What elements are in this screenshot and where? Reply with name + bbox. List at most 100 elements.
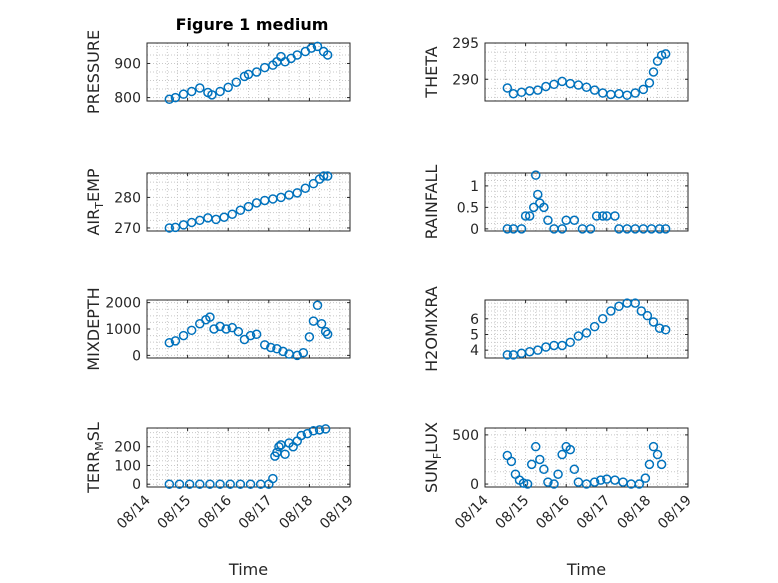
data-point — [502, 224, 513, 234]
figure-title: Figure 1 medium — [176, 15, 329, 34]
y-axis-label: TERRMSL — [84, 422, 106, 494]
data-point — [656, 459, 667, 470]
data-point — [322, 171, 333, 181]
data-point — [539, 464, 549, 475]
data-point — [644, 459, 655, 470]
grid-lines — [484, 173, 689, 231]
data-point — [195, 215, 205, 226]
data-point — [320, 424, 331, 434]
data-point — [597, 211, 608, 221]
data-point — [520, 211, 531, 221]
data-point — [225, 479, 235, 489]
data-point — [595, 475, 606, 485]
data-point — [543, 215, 553, 226]
data-point — [233, 326, 244, 337]
data-point — [585, 224, 596, 234]
data-point — [591, 211, 602, 221]
data-point — [245, 479, 256, 489]
data-point — [549, 79, 559, 90]
subplot-theta: 290 295 THETA — [422, 36, 689, 102]
data-point — [276, 192, 286, 203]
y-axis-label: THETA — [422, 46, 441, 98]
data-point — [533, 85, 543, 95]
data-point — [308, 178, 319, 189]
data-point — [581, 328, 592, 338]
data-point — [316, 318, 327, 329]
data-point — [502, 83, 513, 93]
series-markers — [164, 300, 333, 361]
data-point — [209, 324, 219, 334]
data-point — [557, 449, 567, 460]
data-point — [223, 82, 233, 93]
data-point — [524, 211, 535, 221]
axes-box — [146, 42, 351, 102]
data-point — [610, 211, 620, 221]
data-point — [227, 209, 238, 219]
data-point — [318, 171, 329, 181]
data-point — [178, 330, 189, 341]
data-point — [272, 344, 282, 354]
data-point — [557, 224, 567, 234]
data-point — [178, 220, 189, 230]
data-point — [266, 342, 276, 353]
data-point — [634, 479, 645, 489]
data-point — [170, 336, 181, 346]
axes-box — [484, 299, 689, 359]
data-point — [557, 340, 567, 351]
series-markers — [502, 298, 671, 360]
data-point — [174, 479, 185, 489]
data-point — [215, 479, 225, 489]
data-point — [170, 222, 181, 233]
subplot-rainfall: 0 0.5 1 RAINFALL — [422, 165, 689, 239]
x-axis-label: Time — [566, 560, 606, 579]
y-axis-label: SUNFLUX — [422, 422, 444, 493]
series-markers — [502, 49, 671, 100]
data-point — [221, 324, 231, 334]
data-point — [296, 430, 307, 441]
data-point — [251, 329, 262, 340]
series-markers — [164, 41, 333, 105]
data-point — [648, 317, 659, 327]
y-tick-label: 270 — [114, 221, 141, 237]
data-point — [660, 49, 671, 59]
data-point — [320, 326, 331, 337]
data-point — [219, 212, 229, 223]
data-point — [648, 67, 659, 77]
data-point — [164, 223, 175, 233]
data-point — [298, 347, 309, 358]
data-point — [581, 82, 592, 92]
data-point — [292, 350, 302, 361]
data-point — [251, 67, 262, 77]
y-tick-label: 500 — [452, 428, 479, 444]
data-point — [606, 306, 616, 316]
data-point — [636, 306, 647, 316]
data-point — [533, 189, 543, 200]
data-point — [251, 198, 262, 208]
data-point — [642, 310, 653, 321]
data-point — [184, 479, 195, 489]
data-point — [654, 323, 665, 333]
data-point — [205, 479, 215, 489]
data-point — [304, 332, 315, 342]
data-point — [312, 300, 323, 311]
y-axis-label: PRESSURE — [84, 30, 103, 114]
y-tick-label: 100 — [114, 458, 141, 474]
data-point — [660, 325, 671, 335]
data-point — [308, 426, 319, 436]
data-point — [164, 479, 175, 489]
data-point — [205, 312, 215, 322]
data-point — [573, 331, 584, 341]
y-tick-label: 6 — [470, 312, 479, 328]
data-point — [630, 298, 640, 308]
y-tick-label: 280 — [114, 190, 141, 206]
data-point — [589, 477, 600, 487]
data-point — [565, 337, 576, 348]
data-point — [195, 479, 205, 489]
data-point — [652, 449, 663, 460]
data-point — [259, 62, 270, 73]
data-point — [589, 321, 600, 332]
data-point — [502, 350, 513, 360]
y-tick-label: 1 — [470, 179, 479, 195]
y-tick-label: 0 — [132, 348, 141, 364]
